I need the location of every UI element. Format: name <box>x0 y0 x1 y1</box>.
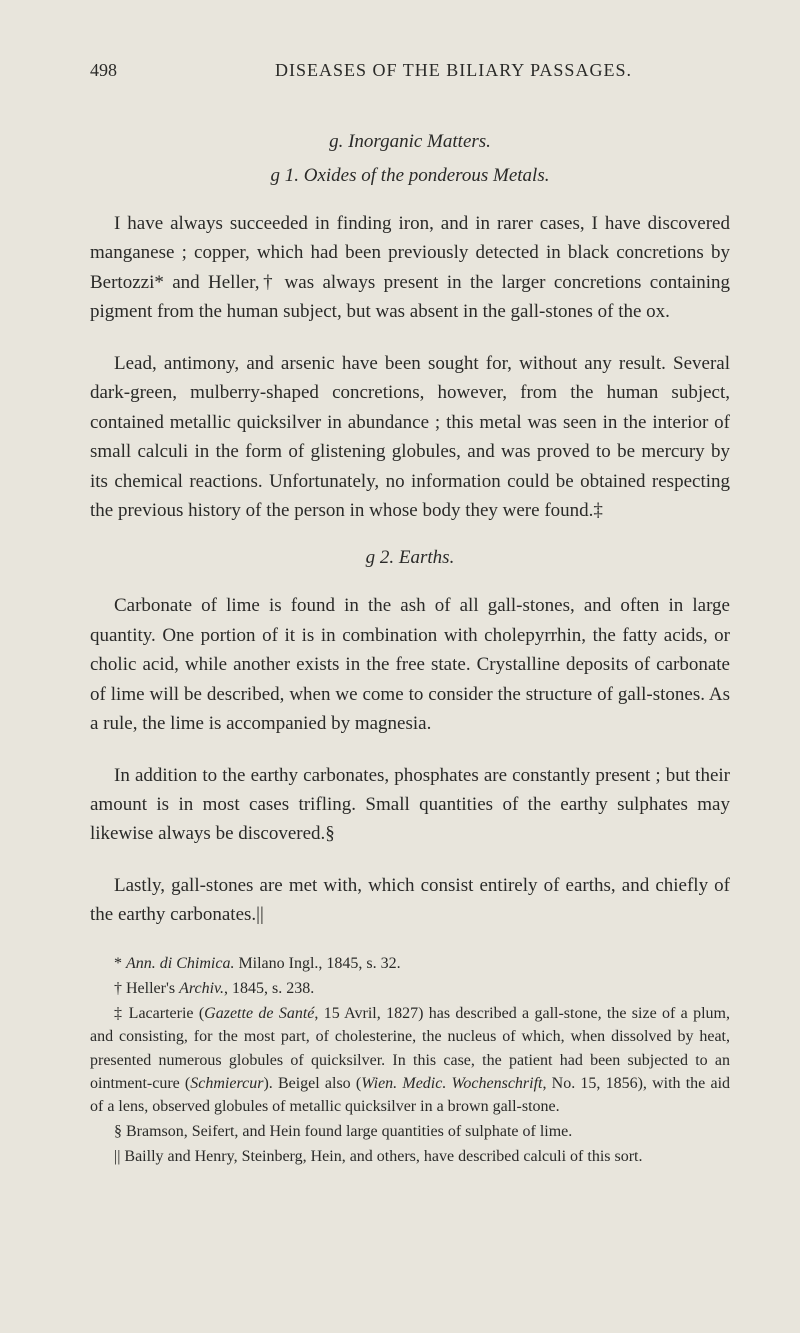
document-page: 498 DISEASES OF THE BILIARY PASSAGES. g.… <box>0 0 800 1230</box>
footnote-3-italic3: Wien. Medic. Wochenschrift <box>361 1075 542 1092</box>
footnote-1-post: Milano Ingl., 1845, s. 32. <box>234 955 400 972</box>
page-header: 498 DISEASES OF THE BILIARY PASSAGES. <box>90 60 730 81</box>
paragraph-4: In addition to the earthy carbonates, ph… <box>90 761 730 849</box>
subsection-g2-label: g 2. Earths. <box>90 547 730 569</box>
footnote-3-italic2: Schmiercur <box>190 1075 263 1092</box>
footnote-3-italic1: Gazette de Santé <box>204 1005 314 1022</box>
footnote-3-pre: ‡ Lacarterie ( <box>114 1005 204 1022</box>
footnote-1: * Ann. di Chimica. Milano Ingl., 1845, s… <box>90 952 730 975</box>
footnote-3: ‡ Lacarterie (Gazette de Santé, 15 Avril… <box>90 1002 730 1118</box>
paragraph-2: Lead, antimony, and arsenic have been so… <box>90 349 730 526</box>
footnote-4: § Bramson, Seifert, and Hein found large… <box>90 1120 730 1143</box>
paragraph-1: I have always succeeded in finding iron,… <box>90 209 730 327</box>
paragraph-5: Lastly, gall-stones are met with, which … <box>90 871 730 930</box>
footnote-2: † Heller's Archiv., 1845, s. 238. <box>90 977 730 1000</box>
footnote-2-post: , 1845, s. 238. <box>224 980 314 997</box>
section-g-label: g. Inorganic Matters. <box>90 131 730 153</box>
footnotes-block: * Ann. di Chimica. Milano Ingl., 1845, s… <box>90 952 730 1169</box>
footnote-1-italic: Ann. di Chimica. <box>126 955 234 972</box>
paragraph-3: Carbonate of lime is found in the ash of… <box>90 591 730 738</box>
footnote-2-italic: Archiv. <box>179 980 224 997</box>
footnote-5: || Bailly and Henry, Steinberg, Hein, an… <box>90 1145 730 1168</box>
footnote-1-pre: * <box>114 955 126 972</box>
subsection-g1-label: g 1. Oxides of the ponderous Metals. <box>90 165 730 187</box>
page-number: 498 <box>90 60 117 81</box>
footnote-2-pre: † Heller's <box>114 980 179 997</box>
running-title: DISEASES OF THE BILIARY PASSAGES. <box>177 60 730 81</box>
footnote-3-mid2: ). Beigel also ( <box>263 1075 361 1092</box>
